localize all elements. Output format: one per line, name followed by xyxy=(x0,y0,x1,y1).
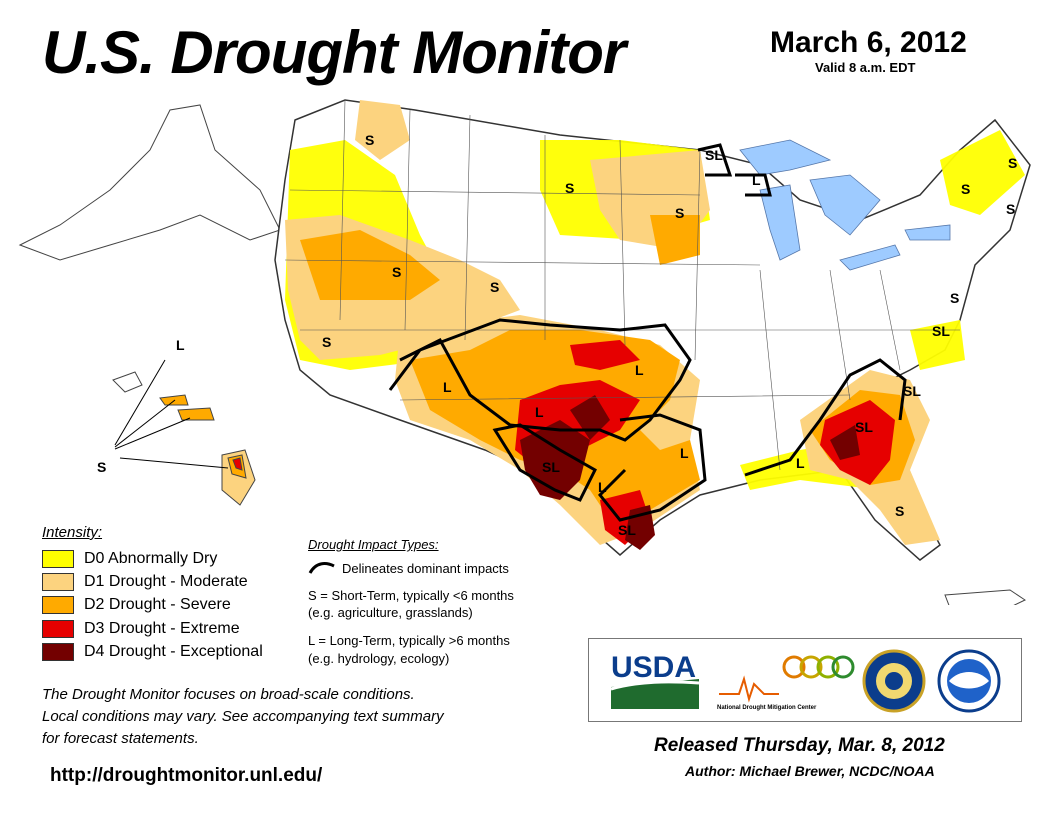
swatch-d1 xyxy=(42,573,74,591)
label-s: S xyxy=(97,459,106,475)
impact-boundaries xyxy=(388,143,907,522)
swatch-d4 xyxy=(42,643,74,661)
drought-map: S S S SL L S S S L L L SL L L SL L SL SL… xyxy=(18,99,1031,605)
label-l: L xyxy=(635,362,644,378)
svg-text:National Drought Mitigation Ce: National Drought Mitigation Center xyxy=(717,705,817,711)
label-sl: SL xyxy=(903,383,921,399)
label-l: L xyxy=(680,445,689,461)
agency-logos: USDA National Drought Mitigation Center xyxy=(588,638,1022,722)
impact-labels: S S S SL L S S S L L L SL L L SL L SL SL… xyxy=(97,132,1017,538)
label-s: S xyxy=(322,334,331,350)
long-term-example: (e.g. hydrology, ecology) xyxy=(308,651,450,666)
long-term-def: L = Long-Term, typically >6 months xyxy=(308,633,510,648)
impact-line-icon xyxy=(308,562,335,574)
label-l: L xyxy=(752,172,761,188)
usda-logo: USDA xyxy=(610,651,700,709)
release-date: Released Thursday, Mar. 8, 2012 xyxy=(654,735,945,756)
label-l: L xyxy=(176,337,185,353)
hawaii-islands xyxy=(112,371,256,506)
map-date: March 6, 2012 xyxy=(770,26,967,59)
short-term-def: S = Short-Term, typically <6 months xyxy=(308,588,514,603)
label-sl: SL xyxy=(542,459,560,475)
state-boundaries xyxy=(284,99,960,471)
alaska-outline xyxy=(18,104,281,261)
legend-item-d3: D3 Drought - Extreme xyxy=(42,619,240,639)
svg-text:USDA: USDA xyxy=(611,651,696,684)
hawaii-pointer-lines xyxy=(114,359,229,469)
label-sl: SL xyxy=(932,323,950,339)
label-s: S xyxy=(365,132,374,148)
website-link[interactable]: http://droughtmonitor.unl.edu/ xyxy=(50,765,323,786)
noaa-seal-icon xyxy=(937,649,1001,713)
label-s: S xyxy=(961,181,970,197)
legend-item-d0: D0 Abnormally Dry xyxy=(42,549,217,569)
label-sl: SL xyxy=(618,522,636,538)
label-s: S xyxy=(1006,201,1015,217)
legend-label: D4 Drought - Exceptional xyxy=(84,643,263,660)
label-sl: SL xyxy=(705,147,723,163)
label-l: L xyxy=(443,379,452,395)
legend-label: D2 Drought - Severe xyxy=(84,596,231,613)
legend-label: D1 Drought - Moderate xyxy=(84,573,248,590)
label-l: L xyxy=(535,404,544,420)
label-s: S xyxy=(895,503,904,519)
legend-item-d1: D1 Drought - Moderate xyxy=(42,572,248,592)
great-lakes xyxy=(739,139,951,271)
label-s: S xyxy=(490,279,499,295)
legend-title: Intensity: xyxy=(42,524,103,541)
ndmc-logo: National Drought Mitigation Center xyxy=(717,655,855,711)
map-title: U.S. Drought Monitor xyxy=(42,19,626,86)
author: Author: Michael Brewer, NCDC/NOAA xyxy=(685,763,935,779)
logos-svg: USDA National Drought Mitigation Center xyxy=(610,649,1001,713)
legend-label: D0 Abnormally Dry xyxy=(84,550,218,567)
label-s: S xyxy=(392,264,401,280)
label-s: S xyxy=(565,180,574,196)
impact-types-title: Drought Impact Types: xyxy=(308,537,439,552)
note-line-2: Local conditions may vary. See accompany… xyxy=(42,708,444,725)
short-term-example: (e.g. agriculture, grasslands) xyxy=(308,605,473,620)
note-line-1: The Drought Monitor focuses on broad-sca… xyxy=(42,686,415,703)
puerto-rico xyxy=(944,589,1027,605)
note-line-3: for forecast statements. xyxy=(42,730,199,747)
label-s: S xyxy=(950,290,959,306)
swatch-d3 xyxy=(42,620,74,638)
swatch-d0 xyxy=(42,550,74,568)
impact-line-label: Delineates dominant impacts xyxy=(342,561,509,576)
legend-label: D3 Drought - Extreme xyxy=(84,620,240,637)
label-l: L xyxy=(796,455,805,471)
label-l: L xyxy=(598,479,607,495)
legend-item-d4: D4 Drought - Exceptional xyxy=(42,642,263,662)
swatch-d2 xyxy=(42,596,74,614)
legend-item-d2: D2 Drought - Severe xyxy=(42,595,231,615)
label-s: S xyxy=(1008,155,1017,171)
label-s: S xyxy=(675,205,684,221)
commerce-seal-icon xyxy=(862,649,926,713)
label-sl: SL xyxy=(855,419,873,435)
valid-time: Valid 8 a.m. EDT xyxy=(815,60,916,75)
